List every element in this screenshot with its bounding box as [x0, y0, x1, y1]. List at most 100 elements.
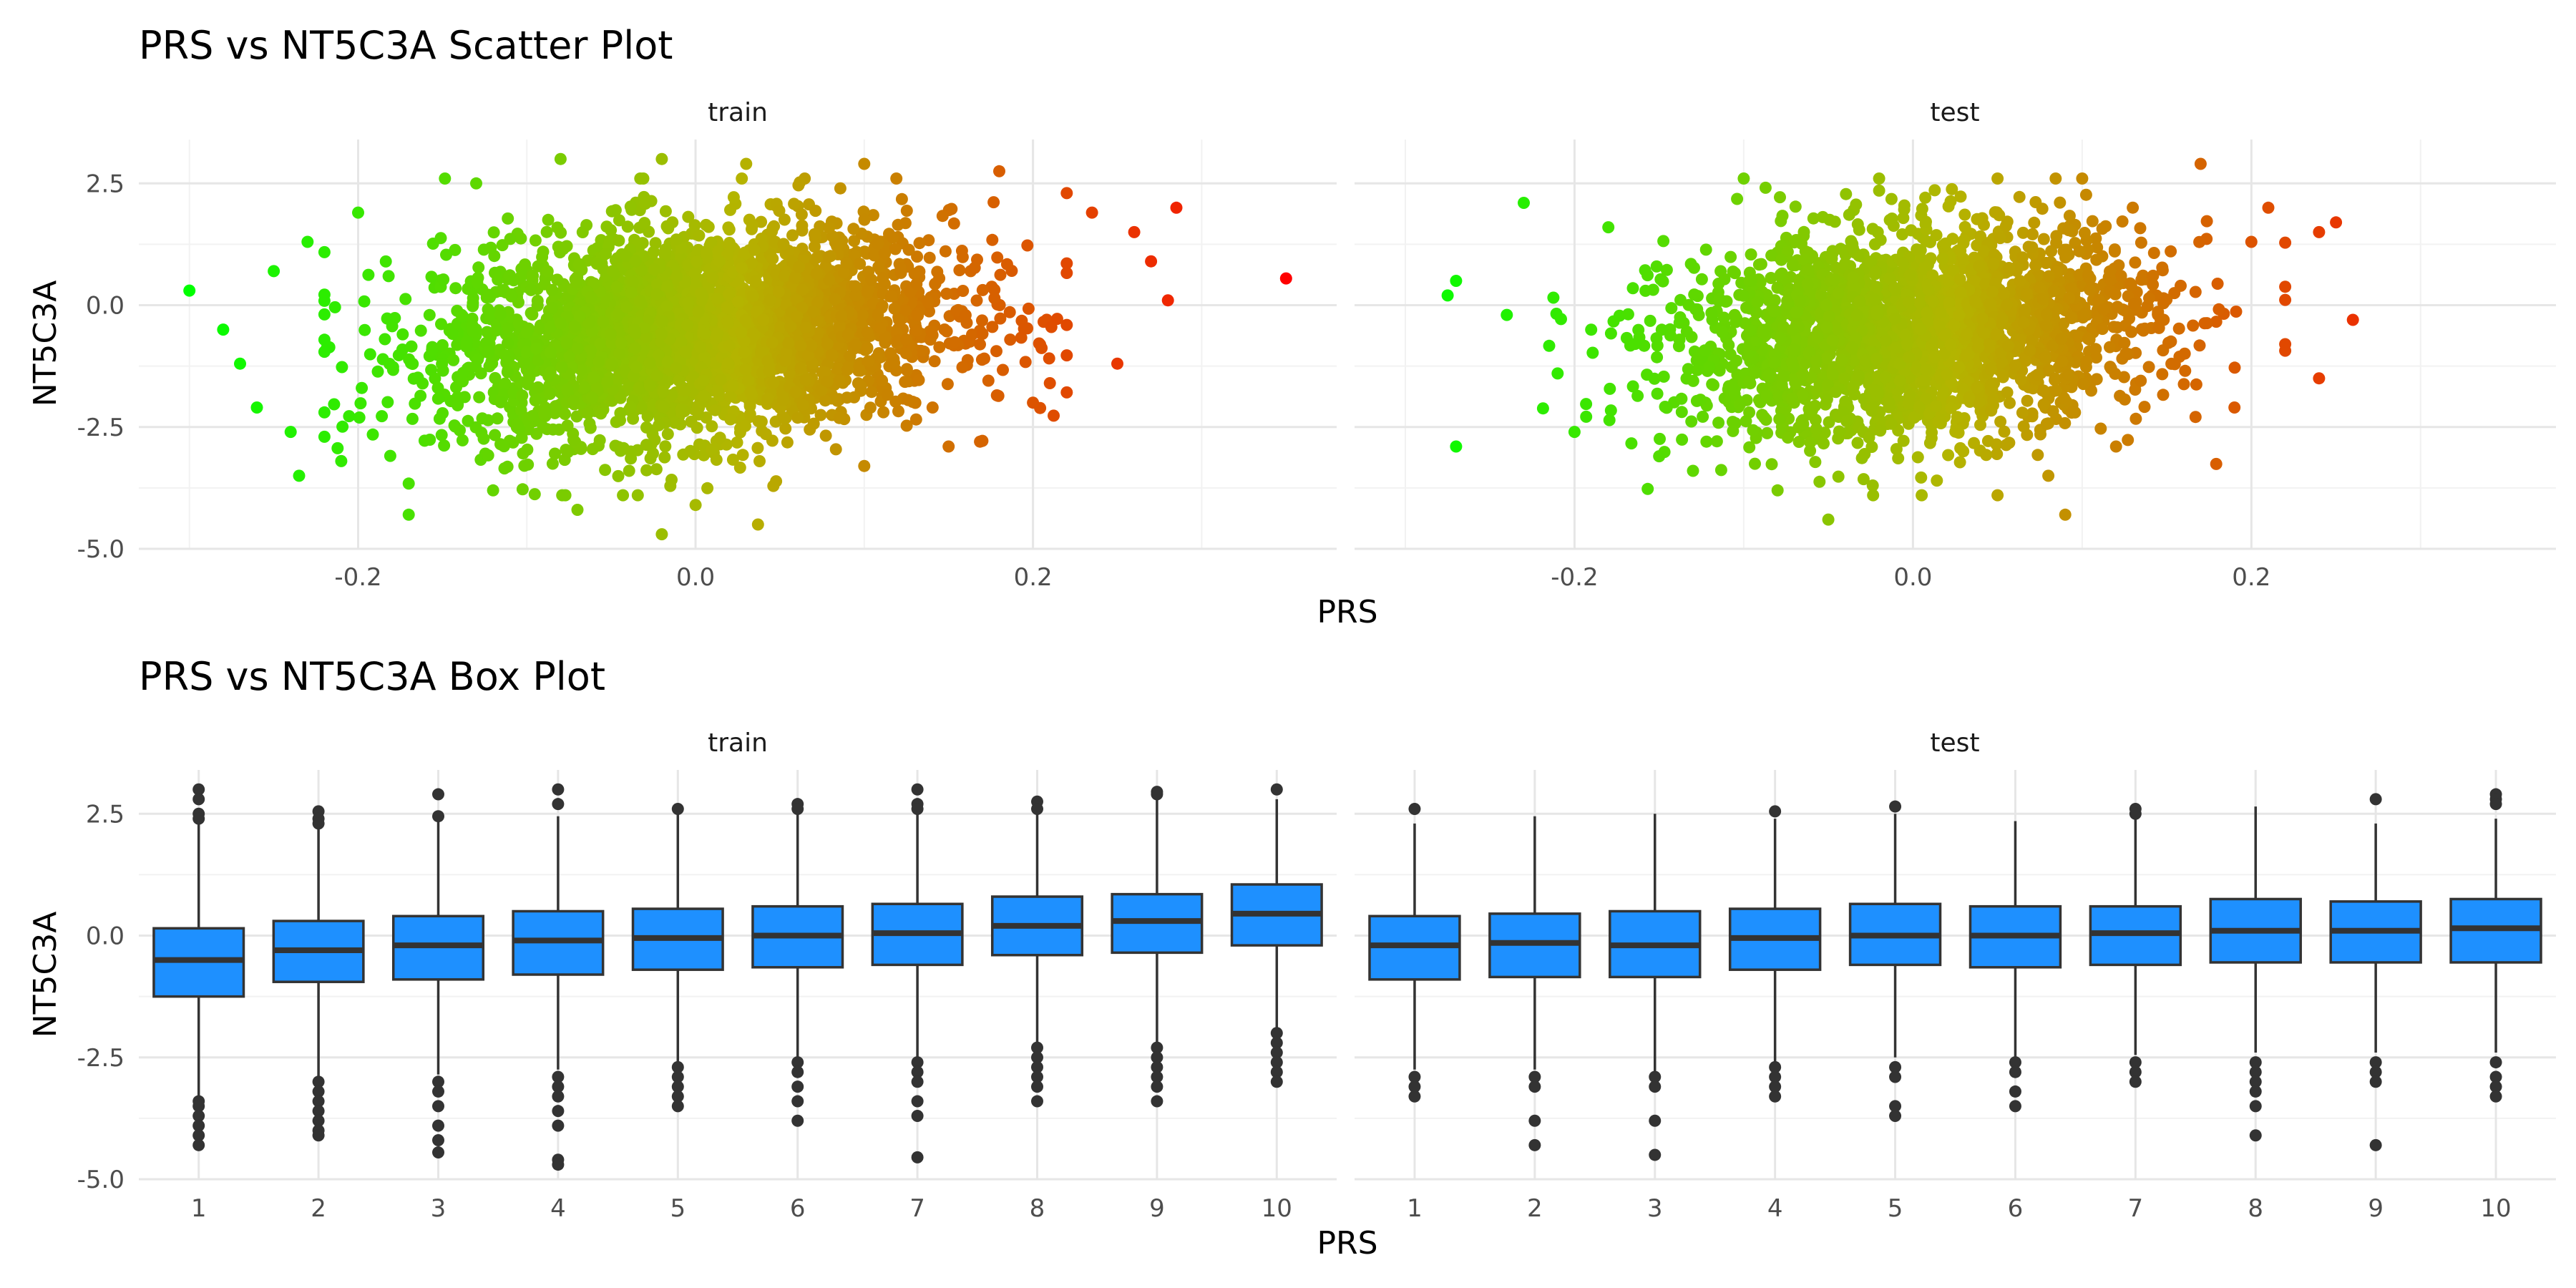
scatter-point [522, 378, 535, 391]
scatter-point [711, 384, 723, 397]
scatter-point [353, 411, 366, 424]
scatter-point [562, 446, 575, 459]
scatter-point [382, 270, 395, 283]
scatter-point [529, 234, 542, 247]
scatter-point [454, 424, 466, 436]
scatter-point [2104, 361, 2117, 374]
scatter-point [710, 331, 723, 344]
scatter-point [2001, 386, 2014, 399]
scatter-point [571, 504, 584, 516]
scatter-point [402, 508, 415, 521]
scatter-point [1060, 318, 1073, 331]
scatter-point [628, 323, 641, 336]
scatter-point [1727, 416, 1739, 429]
scatter-point [749, 275, 762, 288]
scatter-point [1998, 425, 2011, 438]
scatter-point [512, 318, 525, 331]
scatter-point [1048, 409, 1060, 422]
scatter-point [858, 213, 871, 226]
scatter-point [371, 365, 384, 378]
scatter-point [807, 306, 820, 318]
scatter-point [1019, 356, 1032, 369]
scatter-point [795, 361, 807, 374]
scatter-point [501, 460, 514, 473]
scatter-point [1625, 437, 1638, 450]
scatter-point [451, 338, 464, 351]
scatter-point [662, 222, 675, 235]
scatter-point [796, 283, 809, 296]
scatter-point [629, 342, 642, 354]
scatter-point [2034, 428, 2046, 441]
scatter-point [894, 262, 907, 275]
scatter-point [546, 457, 559, 470]
scatter-point [1003, 306, 1016, 318]
scatter-point [795, 208, 808, 221]
scatter-point [739, 363, 752, 376]
scatter-point [899, 217, 912, 230]
scatter-point [959, 309, 972, 321]
scatter-point [745, 388, 758, 401]
scatter-point [922, 234, 935, 247]
scatter-point [502, 322, 514, 335]
scatter-point [352, 206, 364, 219]
scatter-point [727, 191, 740, 204]
scatter-point [722, 302, 735, 315]
scatter-point [1851, 436, 1864, 449]
scatter-point [902, 394, 914, 406]
scatter-point [1654, 432, 1666, 445]
scatter-point [791, 310, 804, 323]
scatter-point [970, 294, 983, 307]
scatter-point [2187, 319, 2200, 332]
scatter-point [504, 269, 517, 282]
scatter-point [605, 358, 618, 371]
scatter-point [948, 336, 961, 348]
scatter-point [546, 301, 559, 314]
scatter-point [743, 408, 756, 421]
scatter-point [976, 314, 988, 327]
scatter-point [520, 346, 533, 358]
scatter-point [982, 374, 995, 387]
scatter-point [2086, 215, 2099, 228]
scatter-point [637, 172, 650, 185]
scatter-point [2104, 341, 2116, 353]
scatter-point [814, 409, 827, 421]
scatter-point [529, 394, 542, 406]
scatter-point [782, 336, 795, 349]
scatter-point [2037, 233, 2050, 245]
scatter-point [1555, 313, 1567, 326]
scatter-point [726, 453, 739, 466]
scatter-point [657, 385, 670, 398]
scatter-point [452, 398, 464, 411]
scatter-point [549, 447, 561, 460]
scatter-point [544, 346, 557, 358]
scatter-point [733, 462, 746, 474]
scatter-point-cloud [318, 172, 1073, 502]
scatter-point [405, 340, 418, 353]
scatter-point [517, 447, 530, 460]
scatter-point [331, 441, 344, 454]
scatter-point [757, 313, 770, 326]
scatter-point [2189, 286, 2202, 298]
scatter-point [990, 345, 1002, 358]
scatter-x-tick-label: 0.2 [1014, 563, 1053, 592]
scatter-point [885, 290, 898, 303]
scatter-point [668, 416, 681, 429]
scatter-point [1813, 475, 1826, 488]
scatter-strip-label-train: train [708, 98, 768, 127]
scatter-point [301, 235, 314, 248]
scatter-point [606, 265, 619, 278]
scatter-point [849, 289, 862, 302]
scatter-point [426, 341, 439, 353]
scatter-point [547, 423, 560, 436]
scatter-point [832, 362, 844, 375]
scatter-point [525, 283, 537, 296]
scatter-point [2127, 201, 2140, 214]
scatter-point [682, 210, 695, 223]
scatter-point [2099, 220, 2112, 233]
scatter-point [605, 205, 618, 218]
scatter-point [701, 482, 714, 494]
scatter-point [527, 269, 540, 282]
scatter-point [403, 353, 416, 366]
scatter-point [829, 293, 841, 306]
scatter-point [424, 434, 436, 446]
